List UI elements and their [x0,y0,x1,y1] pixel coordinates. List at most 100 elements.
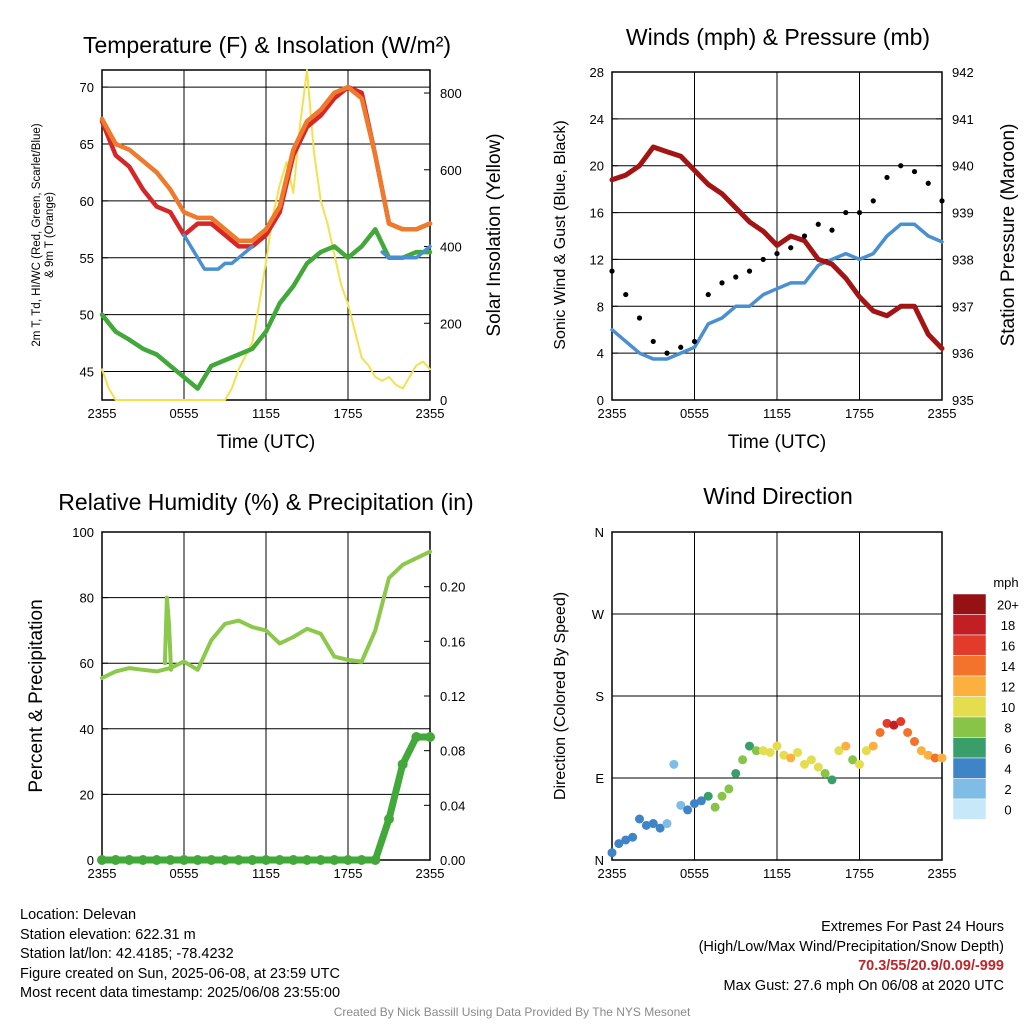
direction-point [614,839,624,849]
y2-tick-label: 939 [952,206,974,221]
gust-point [691,338,698,345]
legend-label: 4 [1004,761,1011,776]
y2-tick-label: 938 [952,252,974,267]
latlon-text: Station lat/lon: 42.4185; -78.4232 [20,946,234,962]
x-tick-label: 0555 [170,866,199,881]
direction-point [717,791,727,801]
gust-point [801,233,808,239]
direction-point [841,741,851,751]
direction-point [621,835,631,845]
y2-tick-label: 800 [440,86,462,101]
legend-swatch [952,716,987,738]
direction-point [806,755,816,765]
y-tick-label: W [592,607,605,622]
y2-tick-label: 400 [440,240,462,255]
location-text: Location: Delevan [20,907,137,923]
direction-point [703,791,713,801]
y-tick-label: 24 [590,112,604,127]
gust-point [664,350,670,356]
y-tick-label: 45 [80,365,94,380]
x-tick-label: 1155 [763,406,791,421]
y2-tick-label: 0.08 [440,744,465,759]
legend-label: 0 [1004,802,1011,817]
y-tick-label: 20 [80,787,94,802]
y-tick-label: 65 [80,137,94,152]
temperature-9m-line [99,84,433,243]
gust-point [636,315,643,321]
gust-point [843,209,849,216]
y-axis-label: Direction (Colored By Speed) [552,592,569,800]
credit-text: Created By Nick Bassill Using Data Provi… [333,1005,691,1019]
y2-tick-label: 937 [952,299,974,314]
x-tick-label: 1755 [845,866,874,881]
direction-point [758,746,768,756]
panel-title: Winds (mph) & Pressure (mb) [626,24,930,50]
direction-point [662,819,672,829]
direction-point [889,720,899,730]
gust-point [856,209,863,216]
recent-data-text: Most recent data timestamp: 2025/06/08 2… [20,985,341,1001]
direction-point [683,805,693,815]
elevation-text: Station elevation: 622.31 m [20,926,196,943]
y2-tick-label: 936 [952,346,974,361]
y-axis-label: & 9m T (Orange) [44,192,56,278]
y2-tick-label: 940 [952,159,974,174]
direction-point [628,832,638,842]
direction-point [861,746,871,756]
legend-swatch [952,655,987,677]
precip-line [98,733,434,864]
direction-point [786,753,796,763]
direction-point [820,768,830,778]
x-tick-label: 0555 [170,406,199,421]
y-tick-label: 70 [80,80,94,95]
extremes-heading: Extremes For Past 24 Hours [821,919,1004,935]
y2-tick-label: 942 [952,65,974,80]
legend-swatch [952,737,987,759]
y-tick-label: 50 [80,308,94,323]
direction-point [937,753,947,763]
y2-tick-label: 600 [440,163,462,178]
wind-pressure-panel: 2355 0555 1155 1755 235504812162024289359369… [552,24,1019,453]
legend-label: 18 [1001,618,1015,633]
x-tick-label: 1155 [252,866,280,881]
direction-point [827,775,837,785]
legend-swatch [952,798,987,820]
humidity-line [100,549,432,680]
legend-swatch [952,696,987,718]
station-info: Location: Delevan Station elevation: 622… [20,906,340,1004]
y2-tick-label: 200 [440,316,462,331]
gust-point [746,268,753,274]
y-tick-label: 8 [597,299,604,314]
legend-swatch [952,593,987,615]
humidity-spike [162,595,173,672]
gust-point [870,198,876,204]
gust-point [815,221,821,227]
x-axis-label: Time (UTC) [217,432,316,453]
dewpoint-line [99,227,433,391]
gust-point [884,174,890,181]
legend-label: 2 [1004,782,1011,797]
direction-point [635,814,644,824]
gust-point [623,291,629,298]
y-axis-label: Sonic Wind & Gust (Blue, Black) [552,120,569,349]
direction-point [903,727,913,737]
direction-point [765,747,775,757]
y-tick-label: 16 [590,206,604,221]
direction-point [848,755,858,765]
legend-label: 16 [1001,638,1015,653]
direction-point [648,819,658,829]
y2-tick-label: 941 [952,112,974,127]
direction-point [916,746,926,756]
y-tick-label: N [595,853,604,868]
extremes-info: Extremes For Past 24 Hours (High/Low/Max… [699,918,1004,996]
x-tick-label: 1755 [334,406,363,421]
direction-point [669,759,679,769]
legend-label: 14 [1001,659,1015,674]
direction-point [896,717,906,727]
gust-point [898,163,904,169]
legend-label: 10 [1001,700,1015,715]
y-tick-label: 0 [87,853,94,868]
y-tick-label: 80 [80,591,94,606]
